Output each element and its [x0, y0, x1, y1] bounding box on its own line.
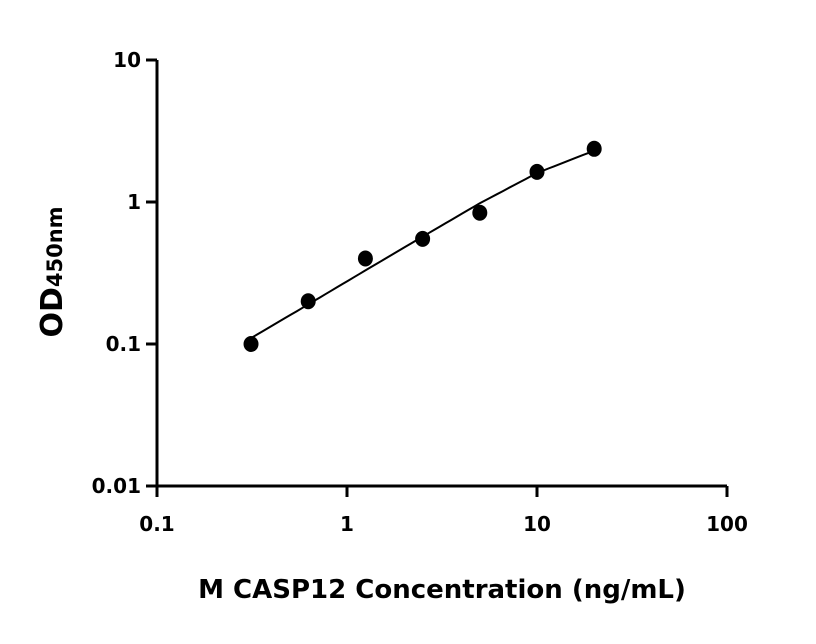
y-axis-label: OD450nm: [35, 206, 70, 337]
y-tick-label: 10: [113, 48, 141, 72]
y-tick-label: 1: [127, 190, 141, 214]
data-point: [300, 293, 316, 310]
data-point: [415, 230, 431, 247]
x-tick-label: 1: [340, 512, 354, 536]
x-tick-label: 0.1: [139, 512, 174, 536]
data-point: [529, 163, 545, 180]
x-tick-label: 100: [706, 512, 748, 536]
data-point: [472, 204, 488, 221]
data-point: [586, 140, 602, 157]
data-point: [357, 250, 373, 267]
y-axis-label-main: OD: [35, 287, 70, 337]
data-point: [243, 336, 259, 352]
y-axis-label-sub: 450nm: [43, 206, 67, 287]
x-axis-label: M CASP12 Concentration (ng/mL): [198, 575, 686, 605]
x-tick-label: 10: [523, 512, 551, 536]
y-tick-label: 0.01: [92, 474, 141, 498]
y-tick-label: 0.1: [106, 332, 141, 356]
